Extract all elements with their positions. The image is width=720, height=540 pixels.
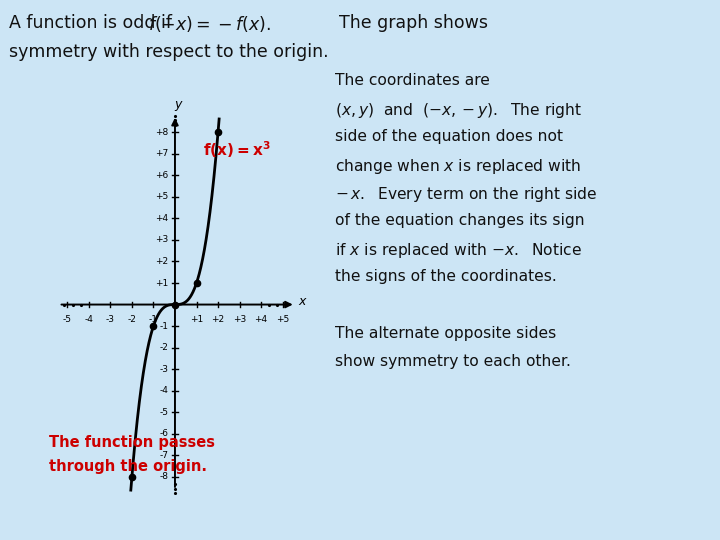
Text: The graph shows: The graph shows — [328, 14, 487, 31]
Text: $f(-x) = -f(x).$: $f(-x) = -f(x).$ — [148, 14, 270, 33]
Text: x: x — [299, 295, 306, 308]
Text: $\mathbf{f(x)=x^3}$: $\mathbf{f(x)=x^3}$ — [203, 139, 271, 160]
Text: -5: -5 — [63, 315, 72, 325]
Text: The function passes: The function passes — [49, 435, 215, 450]
Text: -5: -5 — [160, 408, 168, 417]
Text: -8: -8 — [160, 472, 168, 481]
Text: +8: +8 — [156, 128, 168, 137]
Text: -2: -2 — [160, 343, 168, 352]
Text: through the origin.: through the origin. — [49, 459, 207, 474]
Text: -3: -3 — [160, 364, 168, 374]
Text: +1: +1 — [156, 279, 168, 287]
Text: The alternate opposite sides: The alternate opposite sides — [335, 326, 556, 341]
Text: +2: +2 — [212, 315, 225, 325]
Text: show symmetry to each other.: show symmetry to each other. — [335, 354, 571, 369]
Text: symmetry with respect to the origin.: symmetry with respect to the origin. — [9, 43, 329, 61]
Text: y: y — [174, 98, 182, 111]
Text: -4: -4 — [160, 386, 168, 395]
Text: +4: +4 — [255, 315, 268, 325]
Text: of the equation changes its sign: of the equation changes its sign — [335, 213, 585, 228]
Text: -1: -1 — [160, 322, 168, 330]
Text: A function is odd if: A function is odd if — [9, 14, 178, 31]
Text: -7: -7 — [160, 451, 168, 460]
Text: +3: +3 — [233, 315, 246, 325]
Text: -2: -2 — [127, 315, 136, 325]
Text: +5: +5 — [276, 315, 289, 325]
Text: +2: +2 — [156, 257, 168, 266]
Text: side of the equation does not: side of the equation does not — [335, 129, 563, 144]
Text: -3: -3 — [106, 315, 115, 325]
Text: if $x$ is replaced with $-x.$  Notice: if $x$ is replaced with $-x.$ Notice — [335, 241, 582, 260]
Text: +5: +5 — [156, 192, 168, 201]
Text: change when $x$ is replaced with: change when $x$ is replaced with — [335, 157, 581, 176]
Text: +7: +7 — [156, 149, 168, 158]
Text: The coordinates are: The coordinates are — [335, 73, 490, 88]
Text: -6: -6 — [160, 429, 168, 438]
Text: the signs of the coordinates.: the signs of the coordinates. — [335, 269, 557, 285]
Text: +6: +6 — [156, 171, 168, 180]
Text: -1: -1 — [149, 315, 158, 325]
Text: +1: +1 — [190, 315, 203, 325]
Text: +4: +4 — [156, 214, 168, 223]
Text: -4: -4 — [84, 315, 94, 325]
Text: $(x, y)$  and  $(-x, -y).$  The right: $(x, y)$ and $(-x, -y).$ The right — [335, 101, 582, 120]
Text: +3: +3 — [156, 235, 168, 245]
Text: $-\,x.$  Every term on the right side: $-\,x.$ Every term on the right side — [335, 185, 597, 204]
